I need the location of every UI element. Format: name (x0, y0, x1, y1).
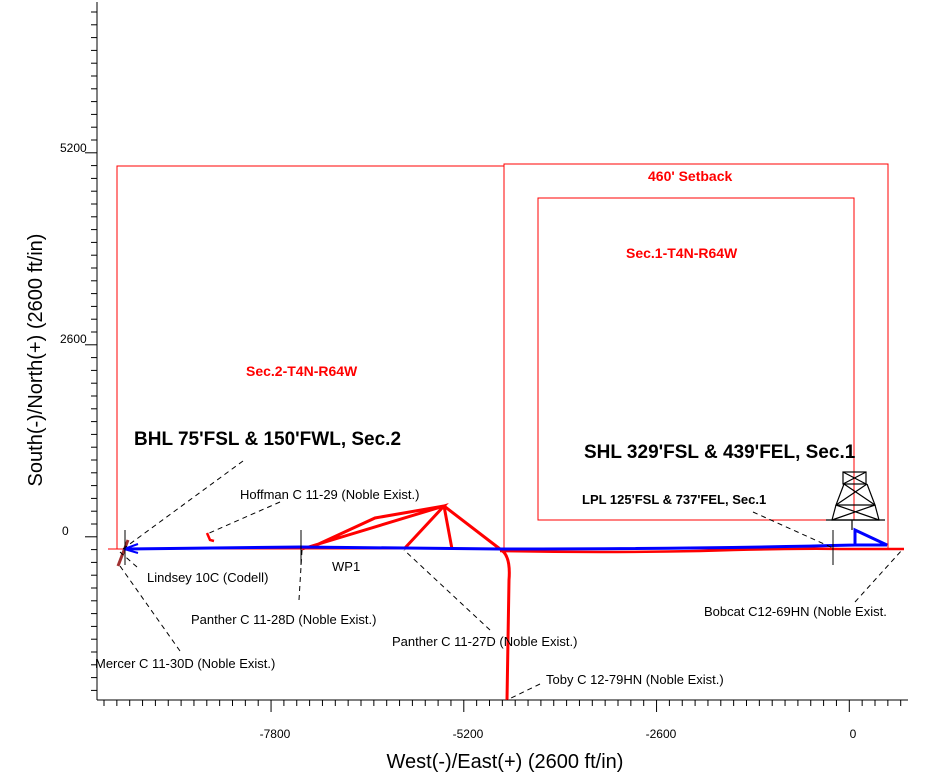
rig-icon (826, 471, 885, 530)
bobcat-well-trace (499, 547, 904, 554)
shl-label: SHL 329'FSL & 439'FEL, Sec.1 (584, 442, 856, 463)
hoffman-well-trace (205, 532, 215, 543)
section-2-label: Sec.2-T4N-R64W (246, 363, 358, 379)
setback-label: 460' Setback (648, 168, 732, 184)
bhl-label: BHL 75'FSL & 150'FWL, Sec.2 (134, 429, 401, 450)
bhl-arrowhead (123, 543, 139, 554)
setback-boundary (537, 197, 855, 521)
panther27-leader (403, 549, 491, 631)
mercer-label: Mercer C 11-30D (Noble Exist.) (95, 656, 275, 671)
toby-leader (506, 683, 541, 701)
bhl-leader (122, 460, 244, 550)
x-tick-label-minus2600: -2600 (646, 727, 677, 741)
lindsey-leader (119, 551, 138, 568)
section-1-label: Sec.1-T4N-R64W (626, 245, 738, 261)
x-tick-label-minus7800: -7800 (260, 727, 291, 741)
mercer-well-trace (116, 539, 130, 567)
y-tick-label-0: 0 (62, 524, 69, 538)
toby-well-trace (499, 547, 511, 701)
lpl-leader (752, 511, 834, 549)
y-axis-title: South(-)/North(+) (2600 ft/in) (25, 234, 47, 487)
y-tick-label-2600: 2600 (60, 332, 87, 346)
toby-label: Toby C 12-79HN (Noble Exist.) (546, 672, 724, 687)
hoffman-label: Hoffman C 11-29 (Noble Exist.) (240, 487, 419, 502)
planned-wellbore (123, 527, 888, 551)
bobcat-label: Bobcat C12-69HN (Noble Exist. (704, 604, 887, 619)
hoffman-leader (206, 501, 281, 535)
panther28-label: Panther C 11-28D (Noble Exist.) (191, 612, 376, 627)
x-tick-label-0: 0 (850, 727, 857, 741)
y-tick-label-5200: 5200 (60, 141, 87, 155)
bobcat-leader (854, 549, 903, 603)
wp1-label: WP1 (332, 559, 360, 574)
y-minor-ticks (85, 11, 97, 691)
x-axis-title: West(-)/East(+) (2600 ft/in) (387, 751, 624, 773)
x-tick-label-minus5200: -5200 (453, 727, 484, 741)
lpl-label: LPL 125'FSL & 737'FEL, Sec.1 (582, 492, 766, 507)
x-minor-ticks (103, 700, 902, 712)
panther27-label: Panther C 11-27D (Noble Exist.) (392, 634, 577, 649)
red-offset-laterals (301, 502, 501, 551)
lindsey-label: Lindsey 10C (Codell) (147, 570, 268, 585)
